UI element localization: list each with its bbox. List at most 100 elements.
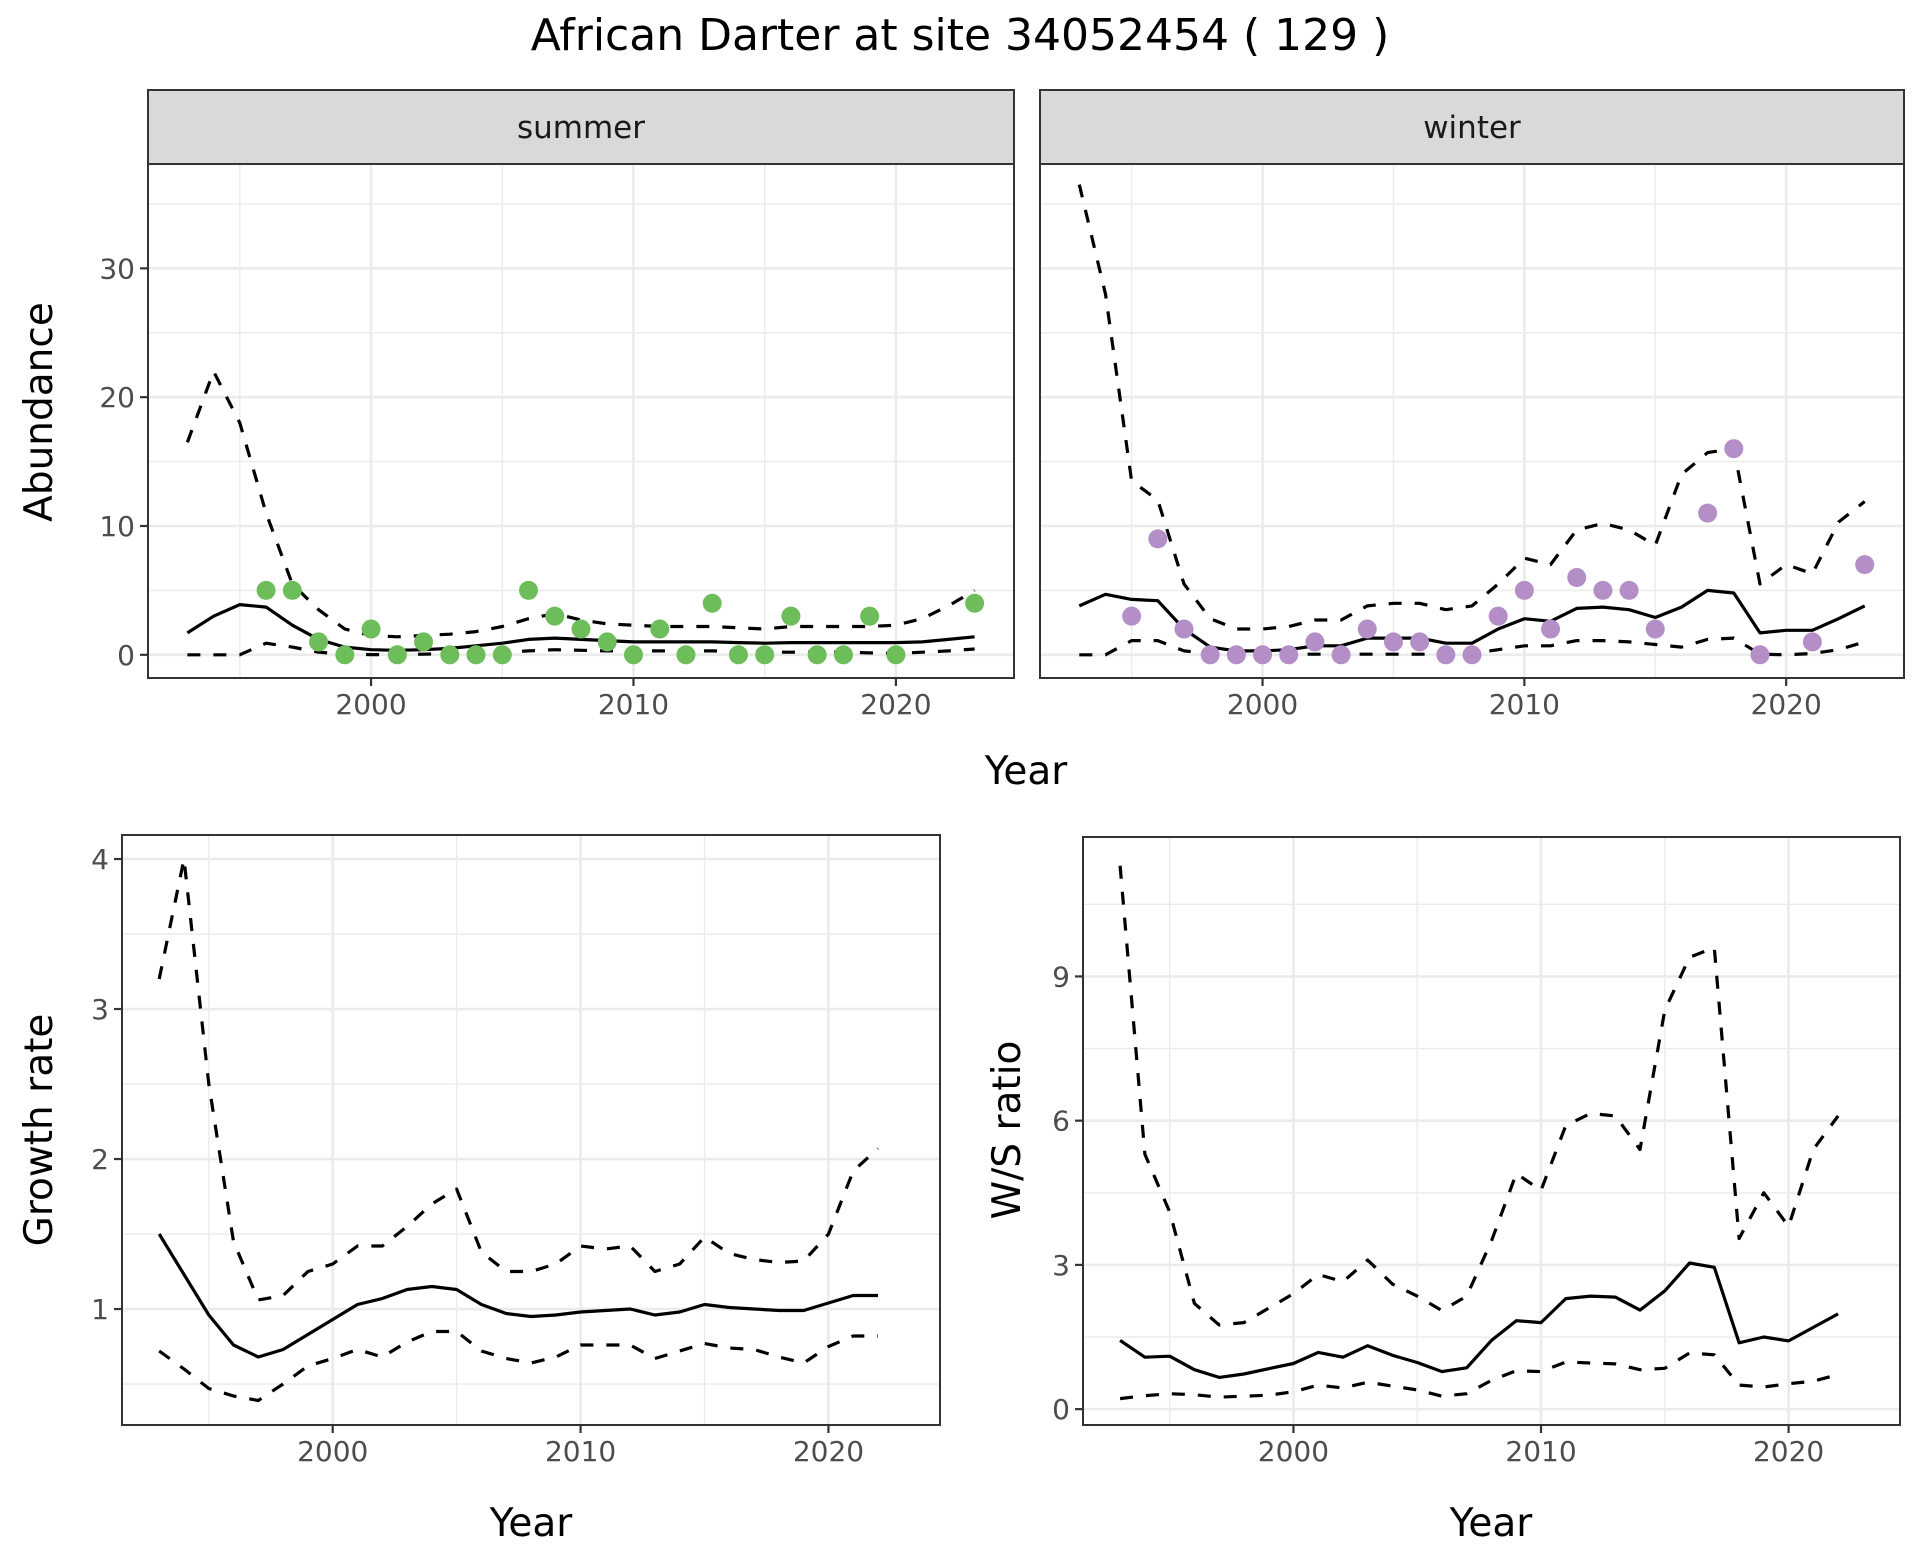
data-point bbox=[1305, 632, 1325, 652]
y-tick-label: 20 bbox=[99, 381, 135, 414]
x-tick-label: 2010 bbox=[1489, 688, 1560, 721]
x-axis-title-abundance: Year bbox=[984, 749, 1069, 794]
data-point bbox=[519, 580, 539, 600]
data-point bbox=[1567, 568, 1587, 588]
x-axis-title-ws: Year bbox=[1449, 1501, 1534, 1546]
x-tick-label: 2010 bbox=[545, 1435, 616, 1468]
data-point bbox=[702, 593, 722, 613]
x-tick-label: 2000 bbox=[297, 1435, 368, 1468]
data-point bbox=[886, 645, 906, 665]
figure-title: African Darter at site 34052454 ( 129 ) bbox=[531, 10, 1390, 61]
data-point bbox=[1593, 580, 1613, 600]
y-tick-label: 10 bbox=[99, 510, 135, 543]
panel-background bbox=[1083, 837, 1900, 1425]
data-point bbox=[1855, 555, 1875, 575]
data-point bbox=[1488, 606, 1508, 626]
x-tick-label: 2020 bbox=[860, 688, 931, 721]
data-point bbox=[387, 645, 407, 665]
data-point bbox=[860, 606, 880, 626]
facet-label-summer: summer bbox=[517, 110, 645, 146]
data-point bbox=[440, 645, 460, 665]
data-point bbox=[807, 645, 827, 665]
data-point bbox=[545, 606, 565, 626]
panel-border bbox=[1082, 836, 1901, 1426]
y-tick-label: 30 bbox=[99, 252, 135, 285]
data-point bbox=[1200, 645, 1220, 665]
data-point bbox=[1436, 645, 1456, 665]
data-point bbox=[623, 645, 643, 665]
data-point bbox=[256, 580, 276, 600]
y-tick-label: 4 bbox=[91, 843, 109, 876]
data-point bbox=[676, 645, 696, 665]
y-tick-label: 2 bbox=[91, 1143, 109, 1176]
data-point bbox=[335, 645, 355, 665]
y-axis-title-abundance: Abundance bbox=[17, 302, 62, 522]
data-point bbox=[1698, 503, 1718, 523]
data-point bbox=[492, 645, 512, 665]
data-point bbox=[361, 619, 381, 639]
x-tick-label: 2000 bbox=[1227, 688, 1298, 721]
x-tick-label: 2000 bbox=[335, 688, 406, 721]
data-point bbox=[414, 632, 434, 652]
data-point bbox=[1383, 632, 1403, 652]
data-point bbox=[1514, 580, 1534, 600]
panel-background bbox=[148, 164, 1014, 678]
panel-abundance-winter: winter 2000 2010 2020 bbox=[1039, 89, 1905, 721]
data-point bbox=[1462, 645, 1482, 665]
data-point bbox=[1357, 619, 1377, 639]
panel-growth-rate: 2000 2010 2020 1 2 3 4 bbox=[91, 834, 941, 1468]
data-point bbox=[597, 632, 617, 652]
data-point bbox=[1645, 619, 1665, 639]
panel-border bbox=[121, 834, 941, 1426]
y-tick-label: 6 bbox=[1052, 1105, 1070, 1138]
data-point bbox=[1122, 606, 1142, 626]
y-tick-label: 0 bbox=[117, 639, 135, 672]
facet-strip bbox=[147, 89, 1015, 165]
series-line-upper bbox=[185, 369, 976, 639]
series-line-lower bbox=[1119, 1351, 1839, 1401]
y-tick-label: 0 bbox=[1052, 1393, 1070, 1426]
y-tick-label: 1 bbox=[91, 1293, 109, 1326]
x-axis-title-growth: Year bbox=[489, 1501, 574, 1546]
data-point bbox=[1750, 645, 1770, 665]
x-tick-label: 2020 bbox=[793, 1435, 864, 1468]
data-point bbox=[1802, 632, 1822, 652]
x-tick-label: 2010 bbox=[1505, 1435, 1576, 1468]
series-line-upper bbox=[157, 857, 880, 1302]
facet-strip bbox=[1039, 89, 1905, 165]
y-axis-title-ws: W/S ratio bbox=[985, 1041, 1030, 1220]
data-point bbox=[1174, 619, 1194, 639]
x-tick-label: 2010 bbox=[598, 688, 669, 721]
data-point bbox=[1410, 632, 1430, 652]
data-point bbox=[1226, 645, 1246, 665]
data-point bbox=[309, 632, 329, 652]
data-point bbox=[728, 645, 748, 665]
data-point bbox=[282, 580, 302, 600]
panel-background bbox=[1040, 164, 1904, 678]
data-point bbox=[1279, 645, 1299, 665]
data-point bbox=[1331, 645, 1351, 665]
facet-label-winter: winter bbox=[1423, 110, 1521, 146]
data-point bbox=[650, 619, 670, 639]
data-point bbox=[781, 606, 801, 626]
data-point bbox=[1541, 619, 1561, 639]
y-tick-label: 9 bbox=[1052, 960, 1070, 993]
data-point bbox=[965, 593, 985, 613]
series-line-mean bbox=[157, 1233, 878, 1359]
data-point bbox=[1724, 439, 1744, 459]
series-line-upper bbox=[1118, 865, 1840, 1327]
x-tick-label: 2020 bbox=[1753, 1435, 1824, 1468]
data-point bbox=[755, 645, 775, 665]
data-point bbox=[833, 645, 853, 665]
series-line-mean bbox=[1119, 1261, 1839, 1380]
data-point bbox=[1148, 529, 1168, 549]
data-point bbox=[466, 645, 486, 665]
y-axis-title-growth: Growth rate bbox=[17, 1014, 62, 1247]
series-line-lower bbox=[158, 1329, 878, 1403]
y-tick-label: 3 bbox=[91, 993, 109, 1026]
x-tick-label: 2000 bbox=[1258, 1435, 1329, 1468]
panel-ws-ratio: 2000 2010 2020 0 3 6 9 bbox=[1052, 836, 1901, 1468]
data-point bbox=[571, 619, 591, 639]
data-point bbox=[1253, 645, 1273, 665]
